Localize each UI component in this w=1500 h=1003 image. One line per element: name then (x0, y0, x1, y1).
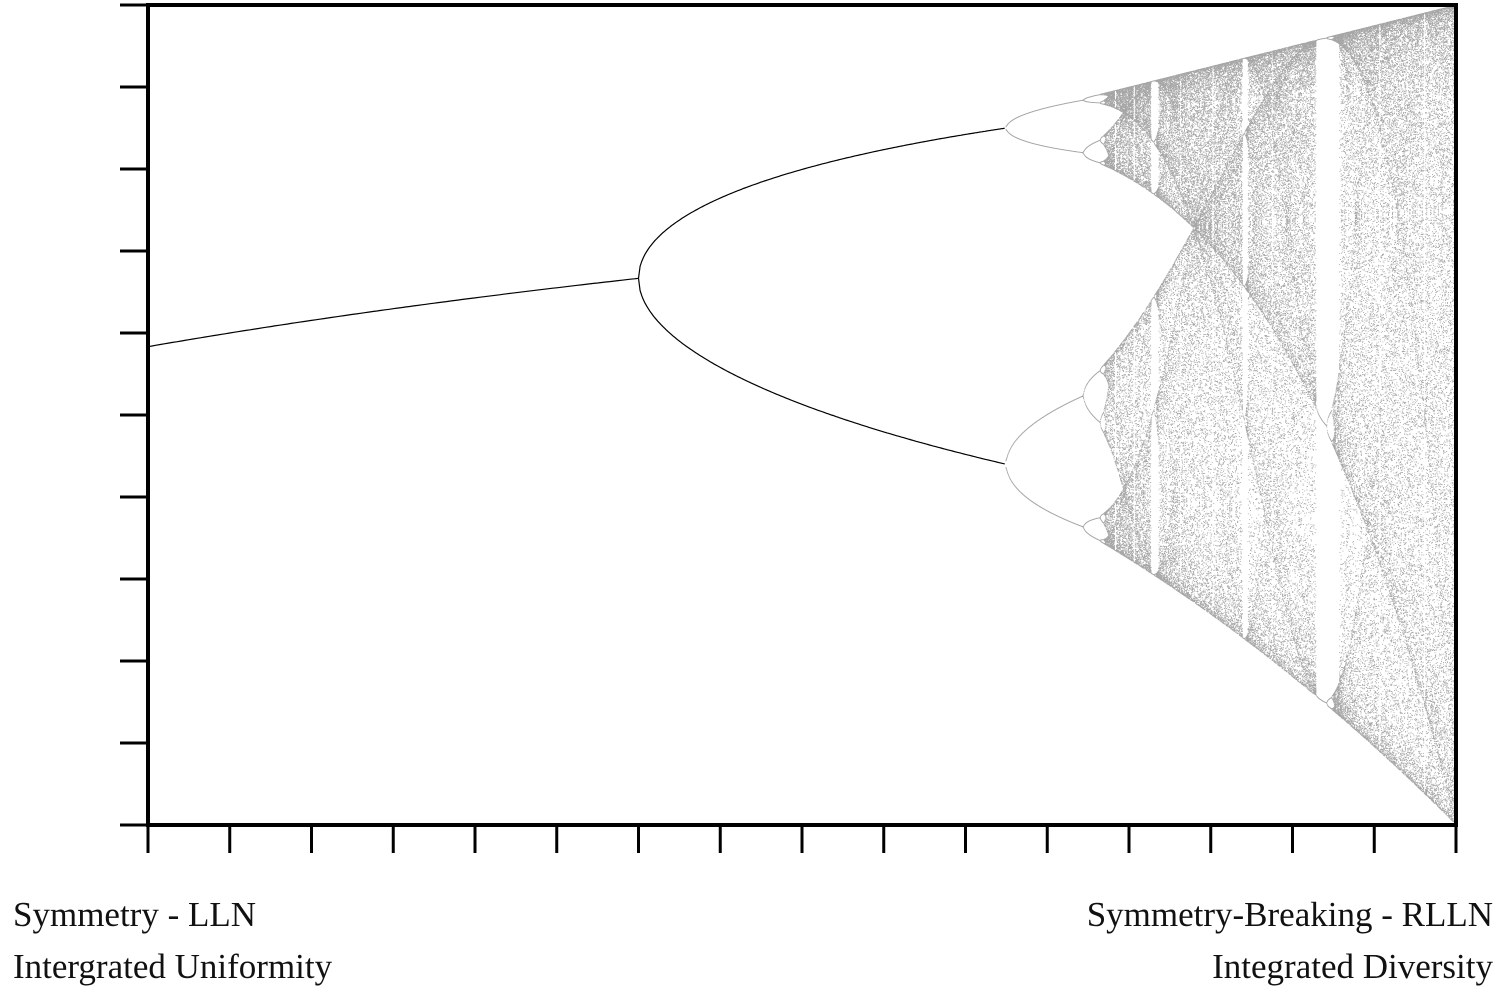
period-two-upper-branch (637, 127, 1005, 279)
chaotic-region (1005, 4, 1457, 826)
right-caption-title: Symmetry-Breaking - RLLN (1086, 895, 1493, 934)
fixed-point-branch (147, 277, 639, 348)
bifurcation-curves (147, 127, 1005, 465)
left-caption-subtitle: Intergrated Uniformity (13, 947, 333, 986)
left-caption-title: Symmetry - LLN (13, 895, 257, 934)
chaotic-attractor-points (1005, 4, 1457, 826)
period-two-lower-branch (637, 278, 1005, 465)
right-caption-subtitle: Integrated Diversity (1212, 947, 1493, 986)
axes (146, 3, 1458, 827)
axis-ticks (120, 3, 1458, 853)
